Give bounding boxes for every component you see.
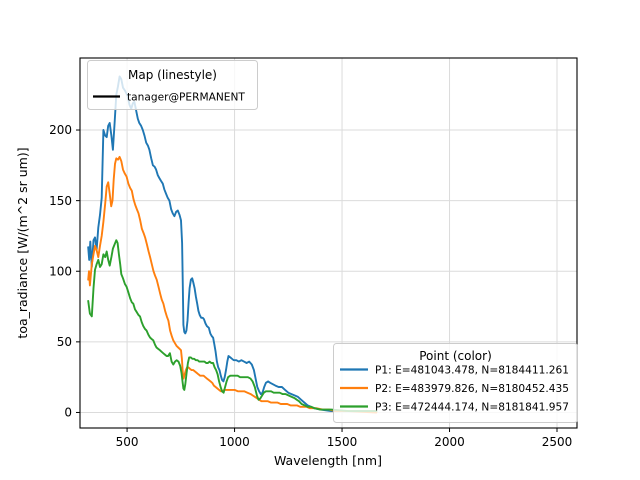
legend-point-entry-label: P2: E=483979.826, N=8180452.435 — [375, 383, 569, 395]
legend-map-entry-label: tanager@PERMANENT — [127, 92, 245, 104]
y-tick-label: 50 — [57, 335, 72, 349]
x-tick-label: 1500 — [327, 435, 358, 449]
legend-map-title: Map (linestyle) — [128, 68, 217, 82]
y-tick-label: 200 — [49, 123, 72, 137]
x-tick-label: 1000 — [219, 435, 250, 449]
legend-point-title: Point (color) — [419, 349, 492, 363]
legend-point-entry-label: P3: E=472444.174, N=8181841.957 — [375, 401, 569, 413]
legend-map-linestyle: Map (linestyle) tanager@PERMANENT — [87, 60, 258, 110]
x-tick-label: 2000 — [434, 435, 465, 449]
series-line-p3 — [87, 239, 378, 413]
y-tick-label: 100 — [49, 264, 72, 278]
y-tick-label: 0 — [64, 406, 72, 420]
x-tick-label: 500 — [116, 435, 139, 449]
legend-point-frame — [333, 343, 578, 423]
y-tick-label: 150 — [49, 194, 72, 208]
x-axis-label: Wavelength [nm] — [274, 453, 382, 468]
legend-point-entry-label: P1: E=481043.478, N=8184411.261 — [375, 364, 569, 376]
grid — [80, 58, 577, 428]
x-tick-label: 2500 — [542, 435, 573, 449]
legend-map-frame — [87, 60, 258, 110]
series-line-p2 — [87, 155, 378, 414]
plot-border — [79, 57, 578, 429]
y-axis-label: toa_radiance [W/(m^2 sr um)] — [15, 147, 30, 338]
axis-ticks: 500 1000 1500 2000 2500 0 50 100 150 200 — [49, 123, 572, 449]
legend-point-color: Point (color) P1: E=481043.478, N=818441… — [333, 343, 578, 423]
